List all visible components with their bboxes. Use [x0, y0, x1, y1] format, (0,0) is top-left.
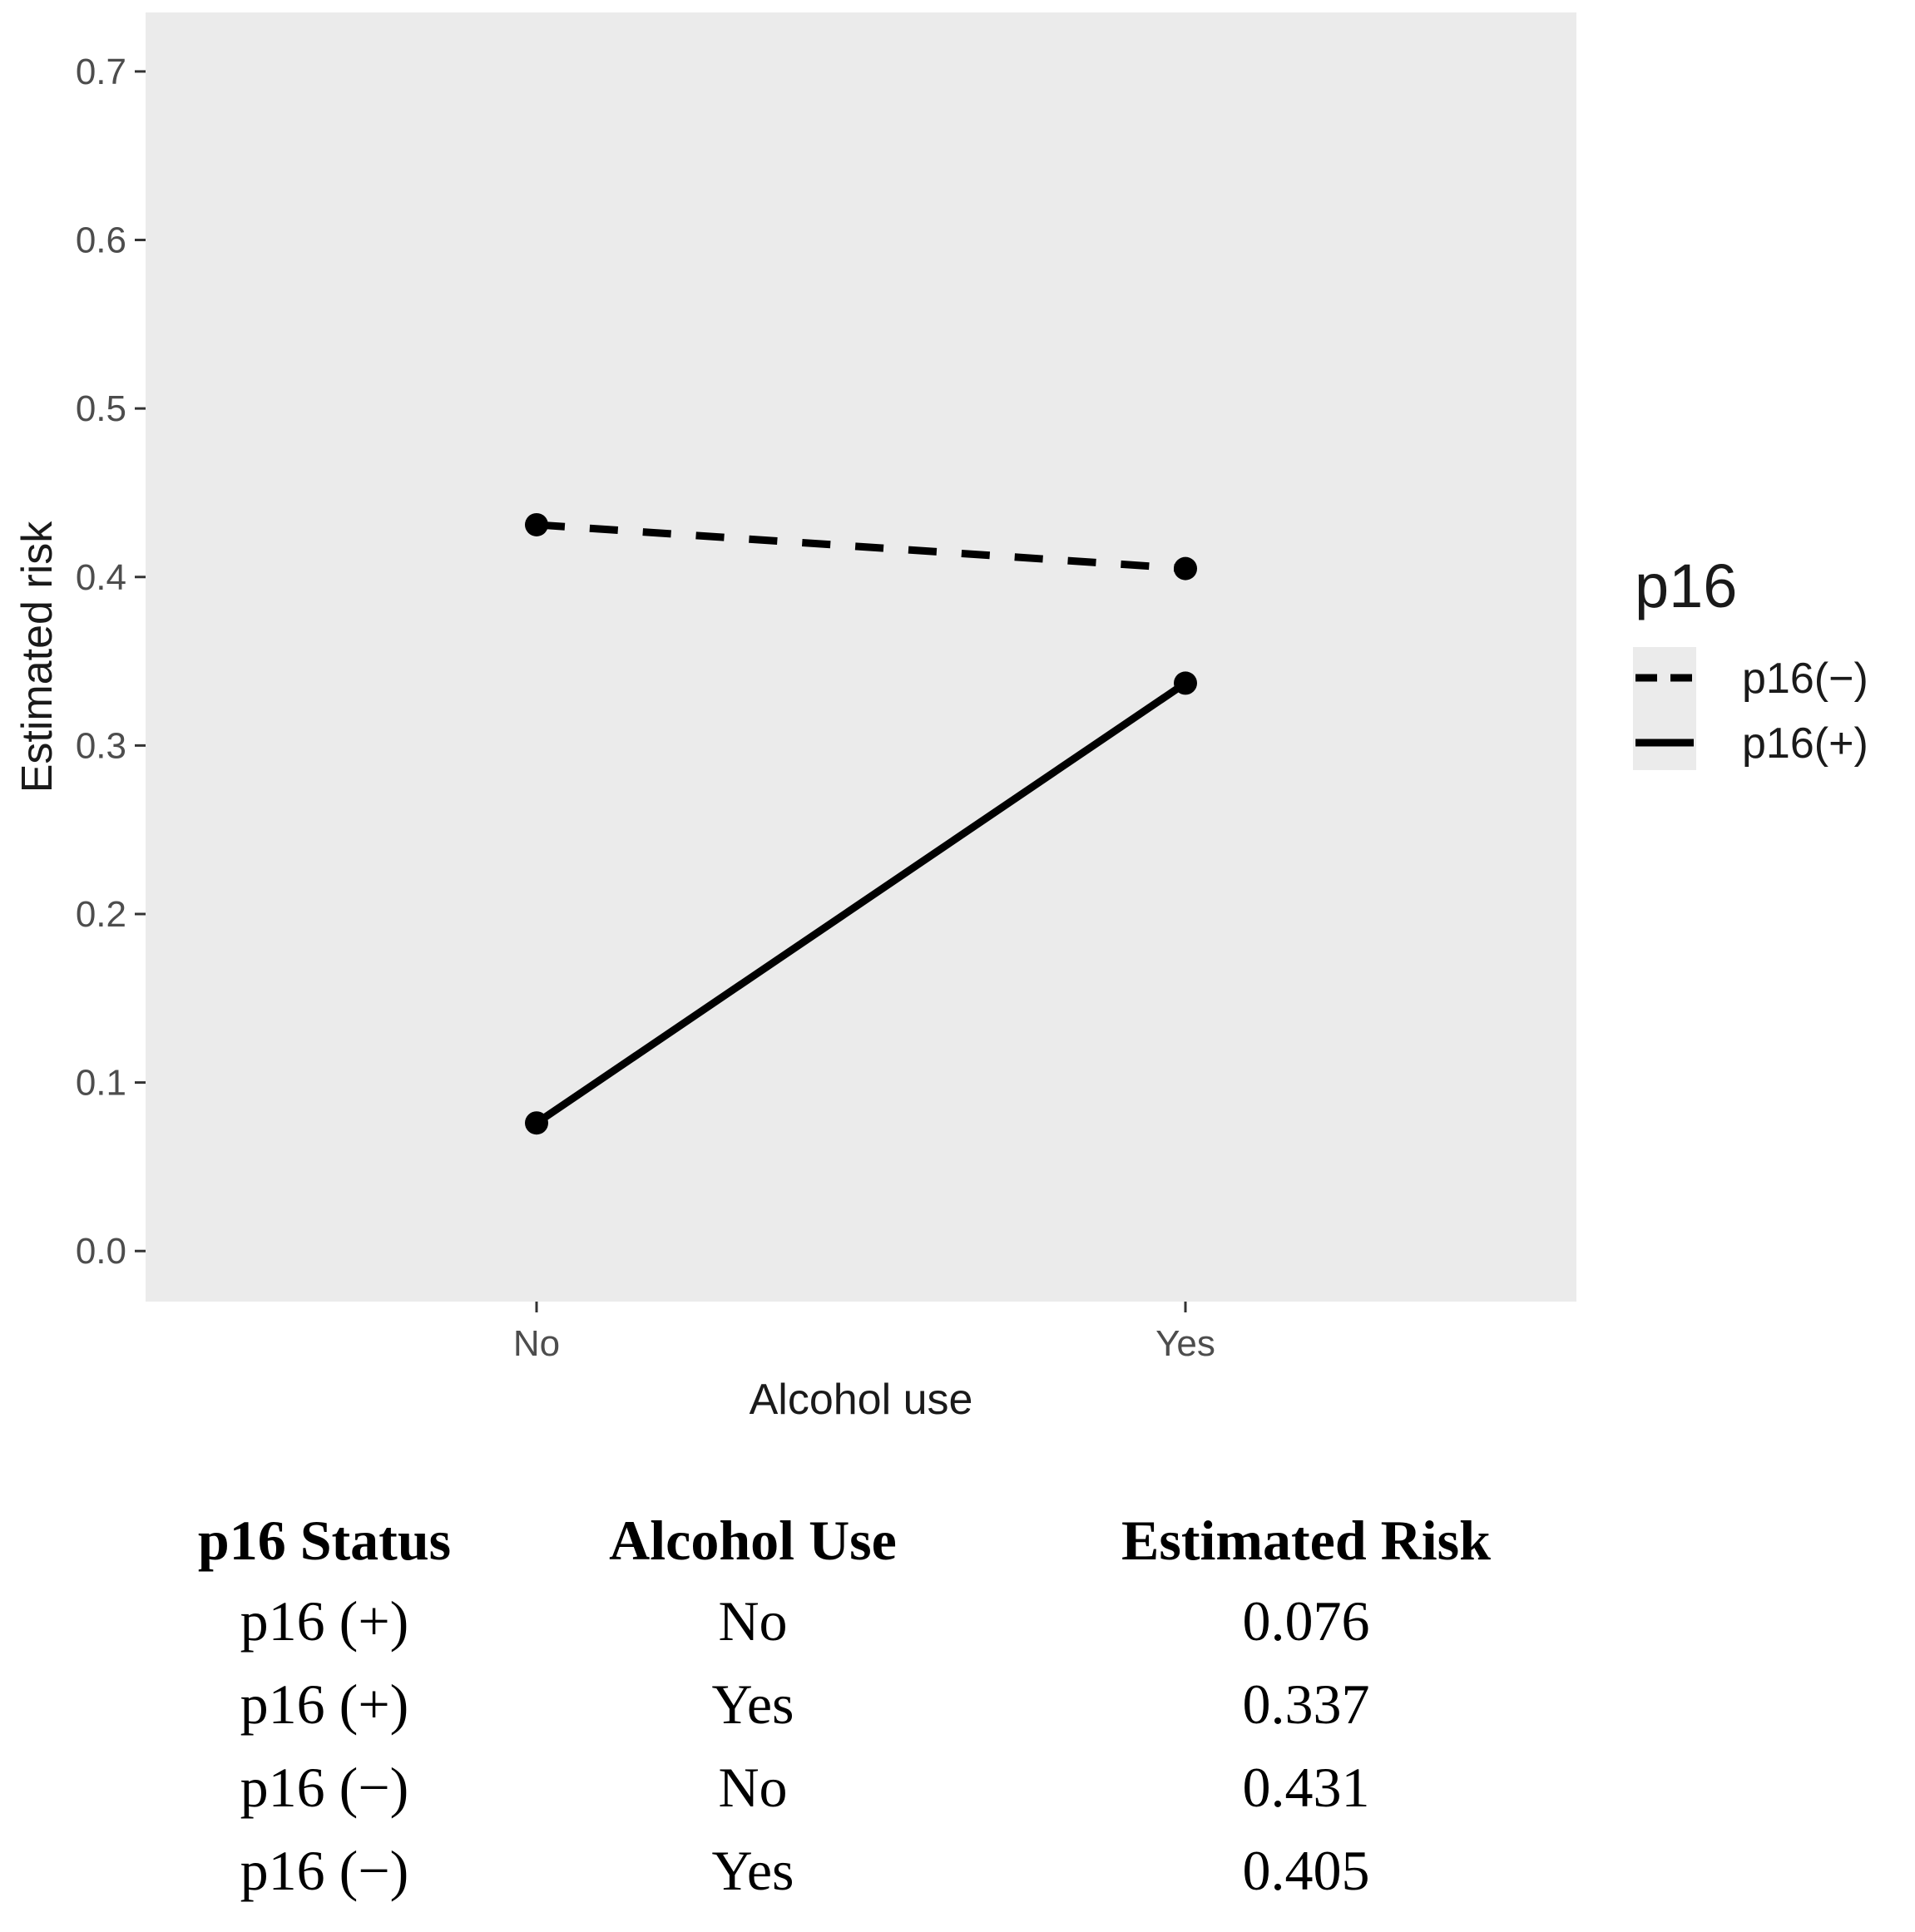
x-tick-label: No	[513, 1323, 560, 1364]
plot-panel	[146, 12, 1576, 1302]
cell-alcohol-use: Yes	[711, 1672, 794, 1736]
x-axis-title: Alcohol use	[750, 1376, 973, 1424]
table-row: p16 (−) No 0.431	[146, 1746, 1610, 1829]
cell-p16-status: p16 (−)	[240, 1755, 409, 1819]
data-point-p16-negative-yes	[1174, 556, 1197, 581]
data-point-p16-negative-no	[525, 512, 548, 536]
cell-estimated-risk: 0.076	[1242, 1589, 1370, 1653]
cell-p16-status: p16 (−)	[240, 1838, 409, 1902]
y-tick-label: 0.1	[76, 1063, 126, 1104]
y-axis: 0.0 0.1 0.2 0.3 0.4 0.5 0.6 0.7	[76, 52, 146, 1272]
header-alcohol-use: Alcohol Use	[609, 1508, 897, 1572]
y-tick-label: 0.3	[76, 725, 126, 766]
table-row: p16 (+) No 0.076	[146, 1579, 1610, 1663]
header-p16-status: p16 Status	[197, 1508, 452, 1572]
cell-estimated-risk: 0.431	[1242, 1755, 1370, 1819]
y-axis-title: Estimated risk	[13, 521, 62, 793]
data-point-p16-positive-no	[525, 1111, 548, 1135]
y-tick-label: 0.6	[76, 220, 126, 261]
series-layer	[525, 512, 1197, 1135]
y-tick-label: 0.4	[76, 557, 126, 598]
header-estimated-risk: Estimated Risk	[1121, 1508, 1491, 1572]
legend-label-p16-negative: p16(−)	[1742, 655, 1868, 703]
table-header-row: p16 Status Alcohol Use Estimated Risk	[146, 1501, 1610, 1579]
series-line-p16-positive	[534, 679, 1188, 1126]
legend-title: p16	[1635, 551, 1737, 620]
y-tick-label: 0.7	[76, 52, 126, 92]
cell-alcohol-use: No	[718, 1755, 788, 1819]
cell-alcohol-use: No	[718, 1589, 788, 1653]
cell-alcohol-use: Yes	[711, 1838, 794, 1902]
estimated-risk-table: p16 Status Alcohol Use Estimated Risk p1…	[146, 1501, 1610, 1912]
y-tick-label: 0.2	[76, 894, 126, 935]
x-axis: No Yes	[513, 1302, 1215, 1364]
cell-estimated-risk: 0.405	[1242, 1838, 1370, 1902]
legend-key-background	[1633, 647, 1696, 770]
cell-p16-status: p16 (+)	[240, 1589, 409, 1653]
table-row: p16 (+) Yes 0.337	[146, 1663, 1610, 1746]
y-tick-label: 0.5	[76, 388, 126, 429]
y-tick-label: 0.0	[76, 1231, 126, 1272]
chart: 0.0 0.1 0.2 0.3 0.4 0.5 0.6 0.7 No Yes Alcohol u…	[13, 12, 1868, 1424]
legend: p16 p16(−) p16(+)	[1633, 551, 1868, 770]
series-line-p16-negative	[536, 521, 1186, 573]
legend-label-p16-positive: p16(+)	[1742, 719, 1868, 768]
x-tick-label: Yes	[1155, 1323, 1215, 1364]
cell-p16-status: p16 (+)	[240, 1672, 409, 1736]
cell-estimated-risk: 0.337	[1242, 1672, 1370, 1736]
data-point-p16-positive-yes	[1174, 671, 1197, 695]
table-row: p16 (−) Yes 0.405	[146, 1829, 1610, 1912]
